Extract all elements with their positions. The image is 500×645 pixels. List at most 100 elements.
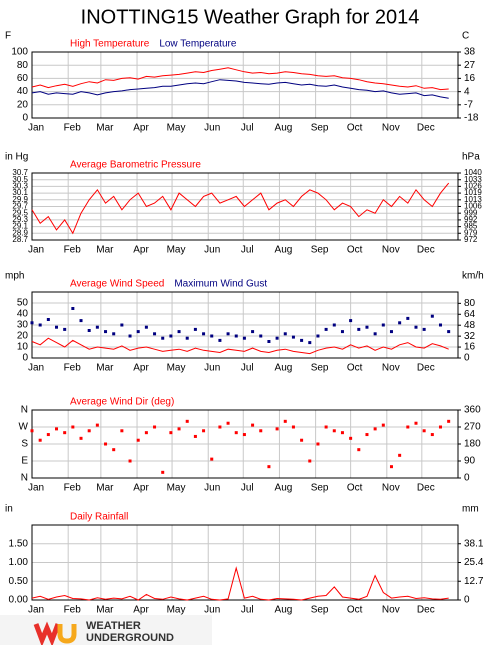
y2-tick-label: 979 (464, 228, 478, 237)
y2-tick-label: 38.1 (464, 538, 484, 549)
y-tick-label: 0 (22, 113, 28, 124)
series-point (365, 325, 369, 329)
panel: 0.00 0.50 1.00 1.50 0 12.7 25.4 38.1 Jan Feb Mar Ap… (5, 504, 484, 616)
series-point (202, 332, 206, 336)
y2-tick-label: 999 (464, 208, 478, 217)
series-point (381, 323, 385, 327)
series-point (177, 427, 181, 431)
series-point (63, 327, 67, 331)
series-point (283, 332, 287, 336)
series-point (87, 329, 91, 332)
series-point (112, 448, 116, 452)
x-tick-label: Oct (347, 123, 363, 134)
series-point (357, 327, 361, 331)
x-tick-label: Apr (133, 363, 149, 374)
x-tick-label: Jun (204, 483, 220, 494)
series-point (95, 423, 99, 427)
x-tick-label: Dec (417, 245, 435, 256)
x-tick-label: Jul (241, 245, 254, 256)
y2-tick-label: 992 (464, 215, 478, 224)
series-point (185, 419, 189, 423)
x-tick-label: Jun (204, 245, 220, 256)
x-tick-label: May (167, 483, 186, 494)
logo-text: UNDERGROUND (86, 632, 174, 644)
x-tick-label: Apr (133, 245, 149, 256)
y-tick-label: 28.7 (12, 235, 28, 244)
x-tick-label: May (167, 245, 186, 256)
series-point (251, 423, 255, 427)
y-tick-label: N (21, 473, 28, 484)
series-point (340, 431, 344, 435)
x-tick-label: Apr (133, 483, 149, 494)
y2-tick-label: 12.7 (464, 576, 484, 587)
x-tick-label: Apr (133, 605, 149, 616)
y2-tick-label: 270 (464, 422, 481, 433)
y-tick-label: 80 (17, 60, 29, 71)
x-tick-label: Dec (417, 123, 435, 134)
y-tick-label: 29.7 (12, 202, 28, 211)
series-point (259, 334, 263, 338)
series-point (300, 438, 304, 442)
series-point (242, 433, 246, 437)
series-point (234, 334, 238, 338)
series-point (218, 425, 222, 429)
y-tick-label: 0.00 (9, 595, 29, 606)
y-tick-label: 0.50 (9, 576, 29, 587)
x-tick-label: Feb (64, 605, 82, 616)
y-tick-label: E (21, 456, 28, 467)
series-point (389, 330, 393, 334)
series-point (357, 448, 361, 452)
x-tick-label: Jul (241, 483, 254, 494)
series-point (210, 457, 214, 461)
logo-mark (57, 624, 77, 644)
series-point (185, 336, 189, 340)
logo-mark (33, 621, 61, 645)
series-point (414, 325, 418, 329)
series-point (128, 334, 132, 338)
series-point (177, 330, 181, 334)
series-point (38, 438, 42, 442)
x-tick-label: Jun (204, 123, 220, 134)
series-point (136, 438, 140, 442)
x-tick-label: Feb (64, 363, 82, 374)
series-point (283, 419, 287, 423)
series-line (31, 79, 449, 99)
series-point (193, 434, 197, 438)
x-tick-label: Jan (28, 123, 44, 134)
y2-tick-label: 1013 (464, 195, 482, 204)
y2-axis-label: hPa (462, 152, 480, 163)
x-tick-label: Mar (96, 483, 114, 494)
series-point (55, 325, 59, 329)
series-point (422, 429, 426, 433)
plot-border (31, 409, 459, 479)
y-tick-label: 29.1 (12, 222, 28, 231)
x-tick-label: Nov (382, 245, 400, 256)
x-tick-label: Nov (382, 605, 400, 616)
y2-tick-label: 0 (464, 595, 470, 606)
x-tick-label: Aug (275, 363, 293, 374)
series-point (234, 431, 238, 435)
y-tick-label: N (21, 405, 28, 416)
series-point (308, 341, 312, 345)
legend-label: Average Wind Speed (70, 279, 164, 290)
series-point (87, 429, 91, 433)
y2-tick-label: 27 (464, 60, 476, 71)
series-point (112, 332, 116, 336)
legend-label: Maximum Wind Gust (174, 279, 267, 290)
x-tick-label: Jul (241, 363, 254, 374)
y2-tick-label: 16 (464, 342, 476, 353)
y-tick-label: 1.00 (9, 557, 29, 568)
x-tick-label: Aug (275, 245, 293, 256)
series-point (218, 338, 222, 342)
series-point (169, 431, 173, 435)
x-tick-label: Oct (347, 483, 363, 494)
series-point (389, 465, 393, 469)
logo-background (0, 615, 212, 645)
series-point (136, 330, 140, 334)
x-tick-label: Jan (28, 363, 44, 374)
series-point (144, 431, 148, 435)
series-point (291, 425, 295, 429)
series-point (316, 442, 320, 446)
